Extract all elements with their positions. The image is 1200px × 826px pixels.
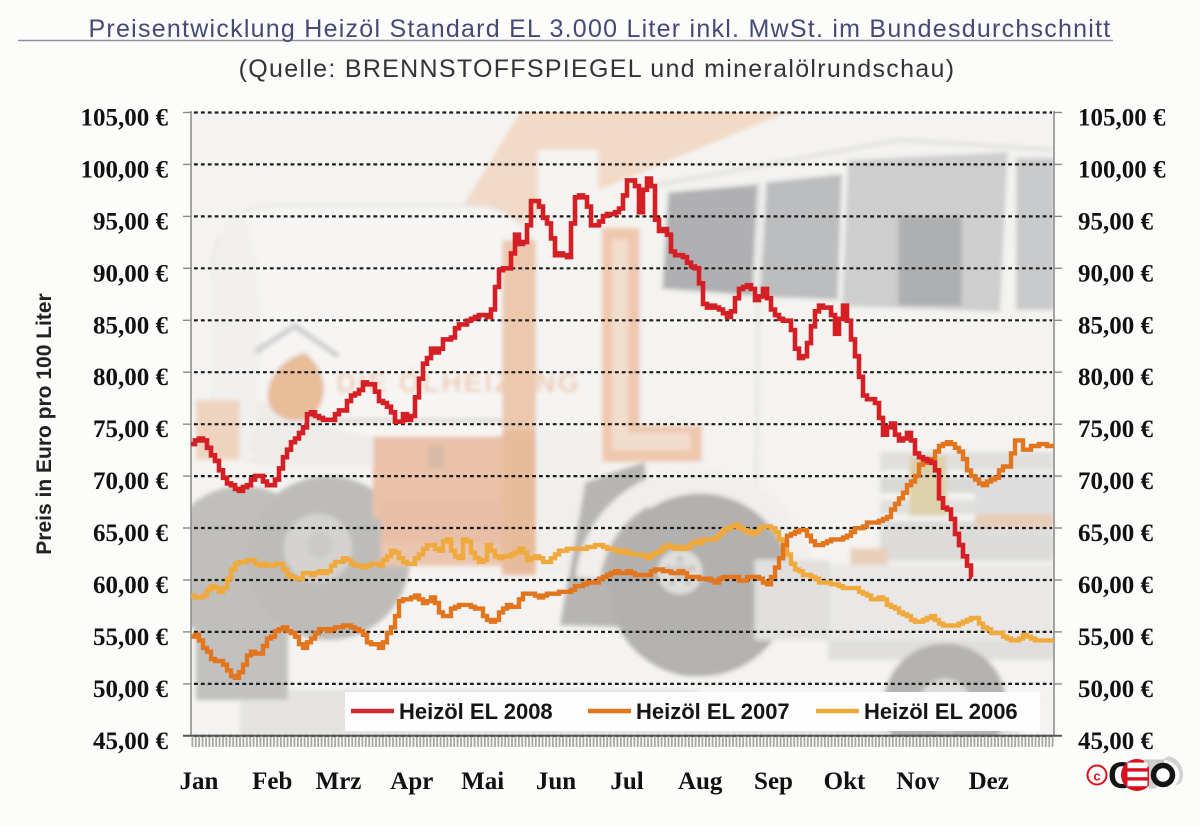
svg-text:Dez: Dez [969,768,1009,795]
svg-text:50,00 €: 50,00 € [93,676,169,703]
svg-text:Apr: Apr [390,768,433,795]
svg-text:80,00 €: 80,00 € [93,364,169,391]
svg-text:Heizöl EL 2008: Heizöl EL 2008 [399,699,553,724]
svg-text:Heizöl EL 2006: Heizöl EL 2006 [864,699,1018,724]
svg-text:90,00 €: 90,00 € [93,260,169,287]
svg-text:c: c [1093,769,1100,784]
svg-text:60,00 €: 60,00 € [93,572,169,599]
svg-text:100,00 €: 100,00 € [1078,156,1166,183]
svg-text:90,00 €: 90,00 € [1078,260,1154,287]
svg-text:95,00 €: 95,00 € [1078,208,1154,235]
svg-text:45,00 €: 45,00 € [93,728,169,755]
svg-text:55,00 €: 55,00 € [93,624,169,651]
svg-text:Preis in Euro pro 100 Liter: Preis in Euro pro 100 Liter [33,293,56,554]
svg-text:70,00 €: 70,00 € [1078,468,1154,495]
svg-text:75,00 €: 75,00 € [1078,416,1154,443]
svg-text:60,00 €: 60,00 € [1078,572,1154,599]
svg-text:100,00 €: 100,00 € [81,156,169,183]
svg-text:Aug: Aug [678,768,723,795]
svg-text:Feb: Feb [252,768,292,795]
svg-text:75,00 €: 75,00 € [93,416,169,443]
svg-text:Mai: Mai [461,768,504,795]
svg-text:Jul: Jul [610,768,643,795]
svg-text:105,00 €: 105,00 € [81,105,169,132]
svg-text:Nov: Nov [896,768,940,795]
svg-text:Preisentwicklung Heizöl Standa: Preisentwicklung Heizöl Standard EL 3.00… [89,15,1112,43]
svg-text:Jan: Jan [180,768,219,795]
svg-text:55,00 €: 55,00 € [1078,624,1154,651]
svg-text:105,00 €: 105,00 € [1078,105,1166,132]
svg-text:(Quelle: BRENNSTOFFSPIEGEL und: (Quelle: BRENNSTOFFSPIEGEL und mineralöl… [239,55,956,83]
svg-text:45,00 €: 45,00 € [1078,728,1154,755]
svg-text:85,00 €: 85,00 € [93,312,169,339]
svg-text:Sep: Sep [754,768,793,795]
svg-text:65,00 €: 65,00 € [1078,520,1154,547]
svg-text:50,00 €: 50,00 € [1078,676,1154,703]
svg-text:95,00 €: 95,00 € [93,208,169,235]
svg-text:80,00 €: 80,00 € [1078,364,1154,391]
svg-text:Mrz: Mrz [316,768,362,795]
svg-text:70,00 €: 70,00 € [93,468,169,495]
svg-text:Heizöl EL 2007: Heizöl EL 2007 [636,699,790,724]
svg-text:Okt: Okt [824,768,866,795]
svg-text:Jun: Jun [536,768,576,795]
svg-text:85,00 €: 85,00 € [1078,312,1154,339]
svg-text:65,00 €: 65,00 € [93,520,169,547]
